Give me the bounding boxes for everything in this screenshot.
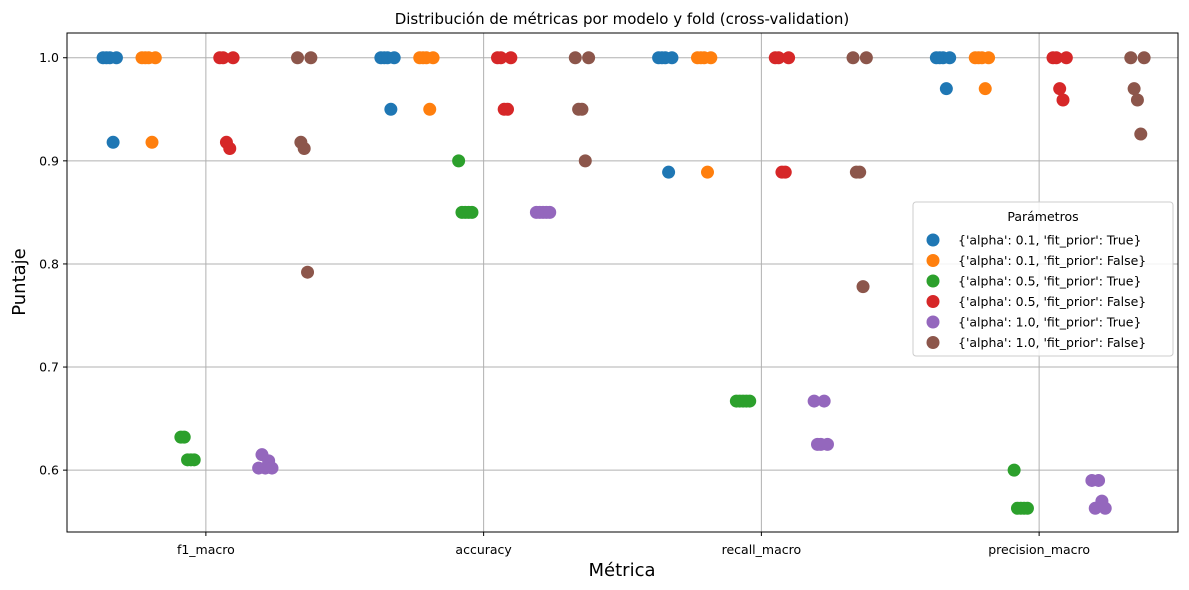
data-point (265, 461, 279, 475)
data-point (982, 51, 996, 65)
data-point (106, 135, 120, 149)
data-point (304, 51, 318, 65)
data-point (223, 141, 237, 155)
data-point (109, 51, 123, 65)
data-point (423, 102, 437, 116)
legend-marker (926, 315, 940, 329)
data-point (1137, 51, 1151, 65)
data-point (504, 51, 518, 65)
data-point (782, 51, 796, 65)
data-point (177, 430, 191, 444)
data-point (1020, 501, 1034, 515)
data-point (817, 394, 831, 408)
data-point (1130, 93, 1144, 107)
data-point (978, 82, 992, 96)
legend-marker (926, 254, 940, 267)
data-point (578, 154, 592, 168)
data-point (226, 51, 240, 65)
data-point (1127, 82, 1141, 96)
x-tick-labels: f1_macro accuracy recall_macro precision_ma… (177, 532, 1090, 557)
data-point (426, 51, 440, 65)
y-tick-label: 0.6 (39, 463, 59, 478)
data-point (301, 265, 315, 279)
legend-marker (926, 233, 940, 247)
data-point (387, 51, 401, 65)
x-tick-label: accuracy (455, 542, 512, 557)
chart-title: Distribución de métricas por modelo y fo… (395, 10, 850, 28)
legend-label: {'alpha': 0.5, 'fit_prior': False} (958, 294, 1146, 309)
y-tick-label: 0.7 (39, 360, 59, 375)
data-point (665, 51, 679, 65)
legend-marker (926, 274, 940, 288)
data-point (943, 51, 957, 65)
data-point (846, 51, 860, 65)
data-point (384, 102, 398, 116)
data-point (704, 51, 718, 65)
legend-label: {'alpha': 1.0, 'fit_prior': False} (958, 335, 1146, 350)
legend-box (912, 201, 1174, 357)
legend-label: {'alpha': 0.1, 'fit_prior': False} (958, 253, 1146, 268)
x-tick-label: recall_macro (722, 542, 802, 557)
data-point (291, 51, 305, 65)
data-point (575, 102, 589, 116)
data-point (1134, 127, 1148, 141)
legend-marker (926, 295, 940, 308)
data-point (1053, 82, 1067, 96)
data-points (96, 51, 1151, 515)
y-tick-label: 0.8 (39, 256, 59, 271)
data-point (859, 51, 873, 65)
data-point (778, 165, 792, 179)
plot-frame (66, 32, 1179, 533)
data-point (187, 453, 201, 467)
data-point (1056, 93, 1070, 107)
x-tick-label: f1_macro (177, 542, 235, 557)
data-point (501, 102, 515, 116)
data-point (807, 394, 821, 408)
data-point (1049, 51, 1063, 65)
data-point (1007, 463, 1021, 477)
data-point (1092, 473, 1106, 487)
x-axis-label: Métrica (589, 560, 656, 581)
legend-marker (926, 336, 940, 349)
data-point (1059, 51, 1073, 65)
data-point (700, 165, 714, 179)
data-point (543, 205, 557, 219)
data-point (148, 51, 162, 65)
data-point (772, 51, 786, 65)
data-point (145, 135, 159, 149)
data-point (939, 82, 953, 96)
data-point (743, 394, 757, 408)
data-point (568, 51, 582, 65)
legend: Parámetros {'alpha': 0.1, 'fit_prior': T… (912, 201, 1174, 357)
legend-title: Parámetros (1007, 209, 1078, 224)
legend-label: {'alpha': 0.1, 'fit_prior': True} (958, 233, 1141, 248)
x-tick-label: precision_macro (988, 542, 1090, 557)
legend-label: {'alpha': 0.5, 'fit_prior': True} (958, 274, 1141, 289)
data-point (216, 51, 230, 65)
data-point (662, 165, 676, 179)
data-point (582, 51, 596, 65)
y-axis-label: Puntaje (9, 248, 30, 316)
y-tick-label: 0.9 (39, 153, 59, 168)
data-point (820, 437, 834, 451)
data-point (853, 165, 867, 179)
data-point (856, 280, 870, 294)
data-point (494, 51, 508, 65)
data-point (1098, 501, 1112, 515)
data-point (1124, 51, 1138, 65)
legend-label: {'alpha': 1.0, 'fit_prior': True} (958, 315, 1141, 330)
data-point (297, 141, 311, 155)
y-tick-label: 1.0 (39, 50, 59, 65)
data-point (452, 154, 466, 168)
y-tick-labels: 0.6 0.7 0.8 0.9 1.0 (39, 50, 67, 478)
data-point (465, 205, 479, 219)
